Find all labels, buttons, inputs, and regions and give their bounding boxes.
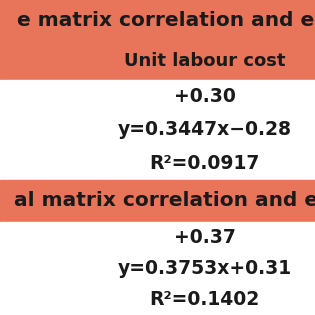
Text: y=0.3753x+0.31: y=0.3753x+0.31 xyxy=(118,259,292,278)
Text: y=0.3447x−0.28: y=0.3447x−0.28 xyxy=(118,120,292,140)
Text: al matrix correlation and eq: al matrix correlation and eq xyxy=(14,191,315,210)
Bar xyxy=(0,222,315,315)
Text: R²=0.1402: R²=0.1402 xyxy=(150,290,260,309)
Text: R²=0.0917: R²=0.0917 xyxy=(150,154,260,173)
Bar xyxy=(0,0,315,42)
Text: +0.37: +0.37 xyxy=(174,228,236,247)
Text: Unit labour cost: Unit labour cost xyxy=(124,52,285,70)
Bar xyxy=(0,80,315,180)
Text: +0.30: +0.30 xyxy=(174,87,236,106)
Bar xyxy=(0,180,315,222)
Text: e matrix correlation and eq: e matrix correlation and eq xyxy=(17,11,315,31)
Bar xyxy=(0,42,315,80)
